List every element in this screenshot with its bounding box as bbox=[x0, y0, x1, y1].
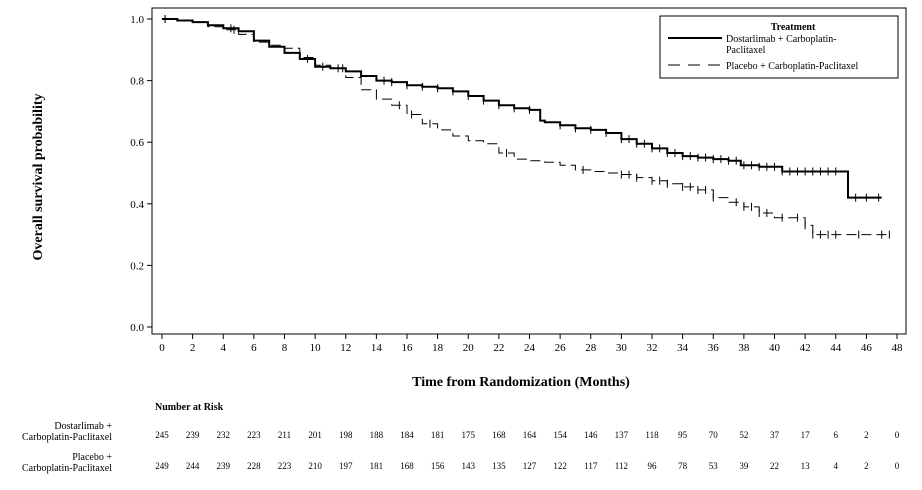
x-tick-label: 10 bbox=[310, 342, 322, 354]
risk-count: 239 bbox=[186, 430, 200, 440]
x-tick-label: 36 bbox=[708, 342, 720, 354]
risk-count: 245 bbox=[155, 430, 169, 440]
risk-count: 78 bbox=[678, 461, 688, 471]
risk-count: 188 bbox=[370, 430, 384, 440]
risk-count: 249 bbox=[155, 461, 169, 471]
risk-count: 2 bbox=[864, 461, 869, 471]
risk-count: 232 bbox=[217, 430, 231, 440]
x-tick-label: 42 bbox=[800, 342, 811, 354]
x-tick-label: 48 bbox=[892, 342, 904, 354]
x-tick-label: 32 bbox=[647, 342, 658, 354]
x-tick-label: 44 bbox=[830, 342, 842, 354]
y-tick-label: 1.0 bbox=[130, 14, 144, 26]
x-tick-label: 38 bbox=[738, 342, 750, 354]
risk-count: 2 bbox=[864, 430, 869, 440]
risk-count: 0 bbox=[895, 461, 900, 471]
risk-count: 37 bbox=[770, 430, 780, 440]
risk-count: 181 bbox=[370, 461, 384, 471]
risk-count: 53 bbox=[709, 461, 719, 471]
risk-count: 175 bbox=[462, 430, 476, 440]
y-tick-label: 0.0 bbox=[130, 322, 144, 334]
risk-row-label-2: Carboplatin-Paclitaxel bbox=[22, 463, 112, 474]
risk-count: 112 bbox=[615, 461, 628, 471]
risk-table-title: Number at Risk bbox=[155, 402, 224, 413]
risk-count: 211 bbox=[278, 430, 291, 440]
risk-count: 143 bbox=[462, 461, 476, 471]
risk-count: 137 bbox=[615, 430, 629, 440]
y-axis-title: Overall survival probability bbox=[31, 94, 46, 261]
x-tick-label: 0 bbox=[159, 342, 165, 354]
x-tick-label: 2 bbox=[190, 342, 196, 354]
y-tick-label: 0.8 bbox=[130, 76, 144, 88]
x-axis-title: Time from Randomization (Months) bbox=[412, 375, 630, 390]
risk-count: 154 bbox=[553, 430, 567, 440]
x-tick-label: 8 bbox=[282, 342, 288, 354]
x-tick-label: 4 bbox=[221, 342, 227, 354]
x-tick-label: 20 bbox=[463, 342, 475, 354]
risk-count: 0 bbox=[895, 430, 900, 440]
risk-count: 164 bbox=[523, 430, 537, 440]
x-tick-label: 18 bbox=[432, 342, 444, 354]
x-tick-label: 16 bbox=[402, 342, 414, 354]
risk-count: 96 bbox=[648, 461, 658, 471]
x-tick-label: 40 bbox=[769, 342, 781, 354]
risk-count: 228 bbox=[247, 461, 261, 471]
x-tick-label: 6 bbox=[251, 342, 257, 354]
y-tick-label: 0.4 bbox=[130, 199, 144, 211]
risk-count: 210 bbox=[308, 461, 322, 471]
x-tick-label: 28 bbox=[585, 342, 597, 354]
risk-count: 168 bbox=[492, 430, 506, 440]
risk-count: 70 bbox=[709, 430, 719, 440]
x-tick-label: 34 bbox=[677, 342, 689, 354]
risk-count: 117 bbox=[584, 461, 598, 471]
risk-row-label-2: Placebo + bbox=[72, 452, 112, 463]
x-tick-label: 46 bbox=[861, 342, 873, 354]
legend-label-1: Paclitaxel bbox=[726, 45, 766, 56]
risk-count: 17 bbox=[801, 430, 811, 440]
risk-count: 168 bbox=[400, 461, 414, 471]
legend-label-2: Placebo + Carboplatin-Paclitaxel bbox=[726, 61, 858, 72]
x-tick-label: 24 bbox=[524, 342, 536, 354]
risk-count: 223 bbox=[278, 461, 292, 471]
risk-row-label-1: Dostarlimab + bbox=[54, 421, 112, 432]
x-tick-label: 30 bbox=[616, 342, 628, 354]
risk-count: 223 bbox=[247, 430, 261, 440]
risk-count: 95 bbox=[678, 430, 688, 440]
risk-count: 122 bbox=[553, 461, 567, 471]
legend-title: Treatment bbox=[771, 22, 816, 33]
y-tick-label: 0.6 bbox=[130, 137, 144, 149]
risk-count: 22 bbox=[770, 461, 779, 471]
risk-row-label-1: Carboplatin-Paclitaxel bbox=[22, 432, 112, 443]
risk-count: 239 bbox=[217, 461, 231, 471]
risk-count: 197 bbox=[339, 461, 353, 471]
risk-count: 4 bbox=[834, 461, 839, 471]
risk-count: 244 bbox=[186, 461, 200, 471]
axes: 0 2 4 6 8 10 12 14 16 18 20 22 24 26 28 30 32 34 36 38 40 42 4… bbox=[130, 7, 907, 354]
risk-count: 39 bbox=[739, 461, 749, 471]
x-tick-label: 14 bbox=[371, 342, 383, 354]
risk-count: 184 bbox=[400, 430, 414, 440]
risk-count: 127 bbox=[523, 461, 537, 471]
risk-count: 6 bbox=[834, 430, 839, 440]
risk-count: 118 bbox=[645, 430, 659, 440]
risk-count: 201 bbox=[308, 430, 322, 440]
legend-label-1: Dostarlimab + Carboplatin- bbox=[726, 34, 837, 45]
risk-count: 181 bbox=[431, 430, 445, 440]
y-tick-label: 0.2 bbox=[130, 260, 144, 272]
x-tick-label: 26 bbox=[555, 342, 567, 354]
risk-count: 52 bbox=[739, 430, 748, 440]
risk-count: 13 bbox=[801, 461, 811, 471]
risk-count: 146 bbox=[584, 430, 598, 440]
legend-box bbox=[659, 15, 899, 79]
x-tick-label: 12 bbox=[340, 342, 351, 354]
x-tick-label: 22 bbox=[493, 342, 504, 354]
survival-curves bbox=[162, 15, 890, 239]
risk-count: 156 bbox=[431, 461, 445, 471]
risk-count: 135 bbox=[492, 461, 506, 471]
risk-count: 198 bbox=[339, 430, 353, 440]
